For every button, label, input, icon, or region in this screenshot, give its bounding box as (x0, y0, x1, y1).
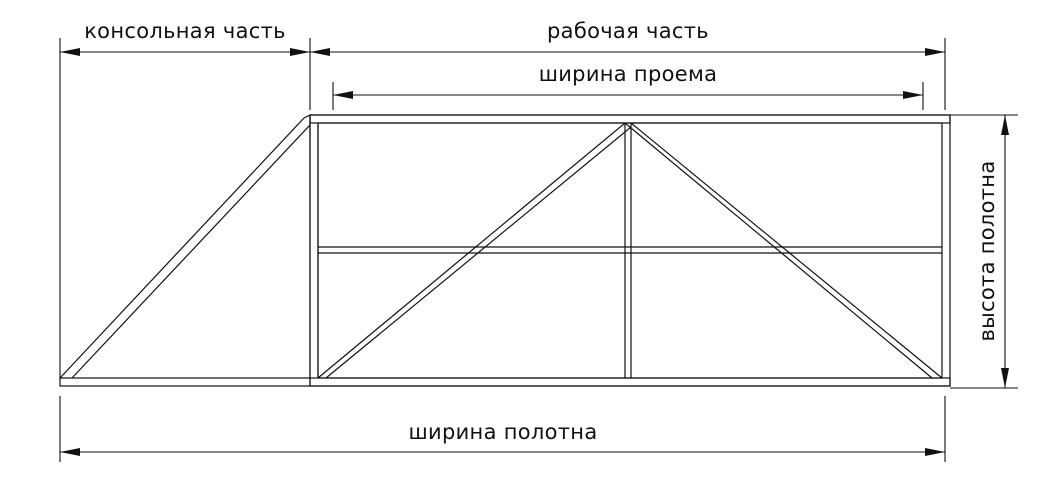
extension-lines (59, 38, 1018, 462)
diag-left-a (317, 122, 626, 379)
top-rail (309, 114, 951, 124)
console-brace-outer (59, 117, 305, 379)
diag-right-b (630, 122, 943, 379)
working-frame-outer (309, 114, 951, 387)
bottom-rail (59, 377, 951, 387)
label-console-part: консольная часть (84, 19, 286, 43)
diag-right-a (624, 122, 933, 379)
label-leaf-height: высота полотна (975, 160, 999, 341)
console-brace-inner (71, 124, 311, 379)
console-brace-cap (303, 114, 311, 119)
label-working-part: рабочая часть (547, 19, 709, 43)
gate-frame (59, 114, 951, 387)
working-frame-inner (317, 122, 943, 379)
diag-left-b (325, 126, 632, 379)
label-leaf-width: ширина полотна (409, 420, 598, 444)
dimension-lines (60, 48, 1009, 456)
label-opening-width: ширина проема (539, 62, 718, 86)
